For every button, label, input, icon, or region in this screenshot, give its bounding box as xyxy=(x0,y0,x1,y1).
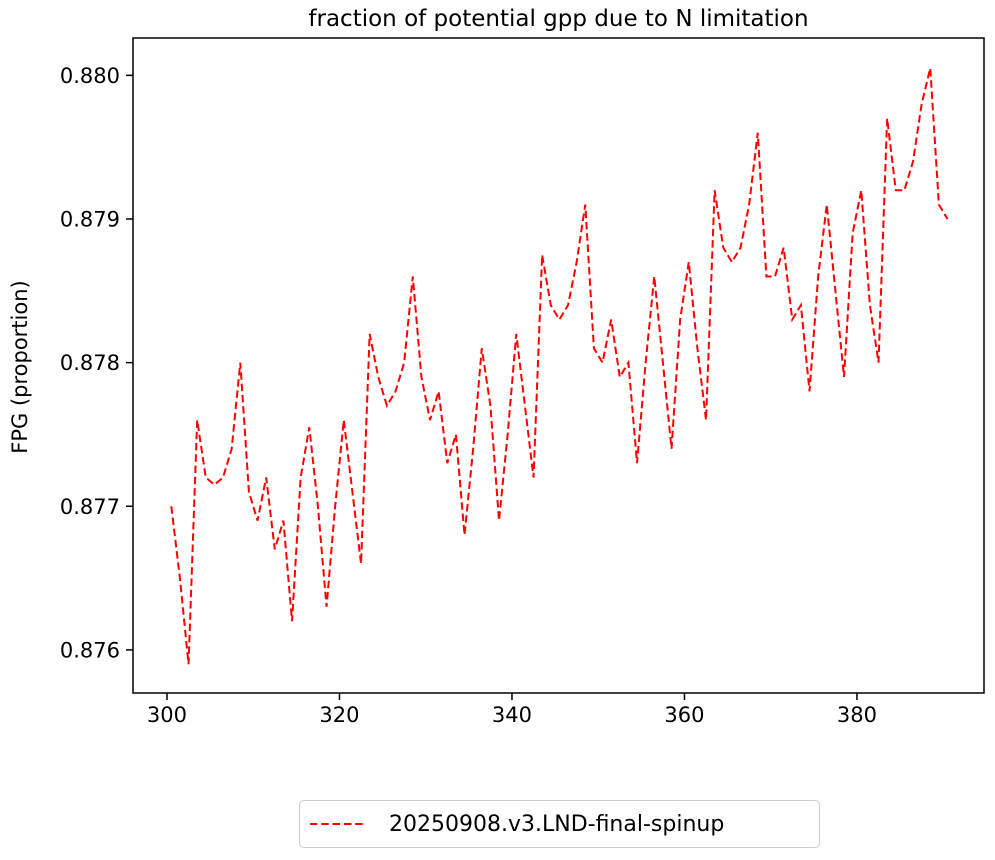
data-line-20250908.v3.LND-final-spinup xyxy=(170,67,949,665)
y-tick-label: 0.879 xyxy=(60,207,120,231)
x-tick-label: 360 xyxy=(664,703,704,727)
legend-label: 20250908.v3.LND-final-spinup xyxy=(389,811,725,837)
x-tick-label: 380 xyxy=(837,703,877,727)
x-tick-label: 300 xyxy=(147,703,187,727)
x-tick-label: 340 xyxy=(492,703,532,727)
legend: 20250908.v3.LND-final-spinup xyxy=(299,800,820,848)
x-tick-label: 320 xyxy=(319,703,359,727)
y-tick-label: 0.877 xyxy=(60,495,120,519)
y-tick-label: 0.878 xyxy=(60,351,120,375)
y-tick-label: 0.876 xyxy=(60,638,120,662)
y-tick-label: 0.880 xyxy=(60,64,120,88)
axes-spines xyxy=(132,37,985,694)
chart-title: fraction of potential gpp due to N limit… xyxy=(308,6,809,32)
legend-line-sample-icon xyxy=(310,823,366,825)
